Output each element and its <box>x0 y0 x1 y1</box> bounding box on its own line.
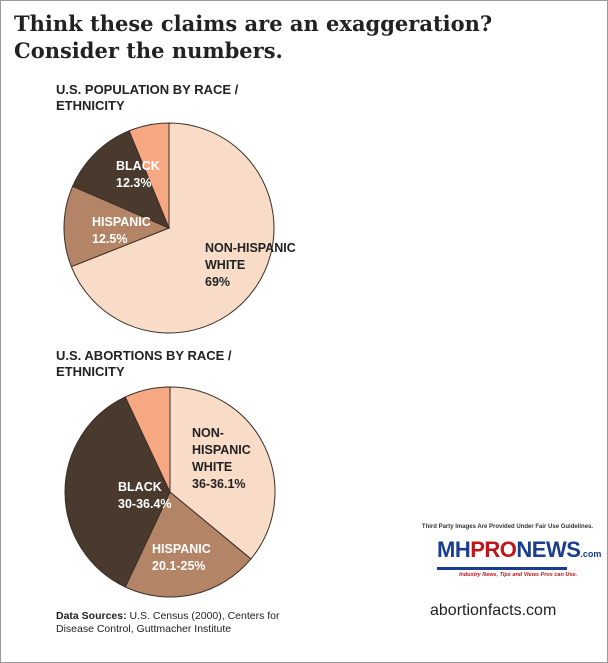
population-slice-other <box>128 122 170 229</box>
population-chart-title: U.S. POPULATION BY RACE / ETHNICITY <box>56 82 239 113</box>
population-label-black: BLACK 12.3% <box>116 159 160 190</box>
abortions-slice-non-hispanic-white <box>169 386 276 560</box>
abortions-chart-title: U.S. ABORTIONS BY RACE / ETHNICITY <box>56 348 232 379</box>
logo-underline <box>437 567 567 570</box>
population-slice-black <box>71 130 170 229</box>
population-slice-non-hispanic-white <box>70 122 275 334</box>
abortions-slice-other <box>124 386 171 493</box>
mhpronews-logo: MHPRONEWS.com Industry News, Tips and Vi… <box>437 537 601 578</box>
logo-pro: PRO <box>470 537 517 562</box>
logo-tagline: Industry News, Tips and Views Pros can U… <box>459 572 577 578</box>
population-label-hispanic: HISPANIC 12.5% <box>92 215 151 246</box>
population-slice-hispanic <box>63 185 171 268</box>
source-credit: abortionfacts.com <box>430 602 557 619</box>
abortions-slice-hispanic <box>124 491 252 598</box>
population-label-non-hispanic-white: NON-HISPANIC WHITE 69% <box>205 241 296 289</box>
abortions-label-black: BLACK 30-36.4% <box>118 480 172 511</box>
sources-prefix: Data Sources: <box>56 610 127 622</box>
headline: Think these claims are an exaggeration? … <box>14 11 493 63</box>
fair-use-notice: Third Party Images Are Provided Under Fa… <box>421 524 594 530</box>
data-sources: Data Sources: U.S. Census (2000), Center… <box>56 610 316 636</box>
abortions-label-hispanic: HISPANIC 20.1-25% <box>152 542 211 573</box>
logo-news: NEWS <box>516 537 581 562</box>
logo-mh: MH <box>437 537 471 562</box>
abortions-label-non-hispanic-white: NON-HISPANIC WHITE 36-36.1% <box>192 426 251 491</box>
logo-com: .com <box>580 549 602 559</box>
sources-text: U.S. Census (2000), Centers for Disease … <box>56 610 280 635</box>
abortions-slice-black <box>64 396 171 588</box>
